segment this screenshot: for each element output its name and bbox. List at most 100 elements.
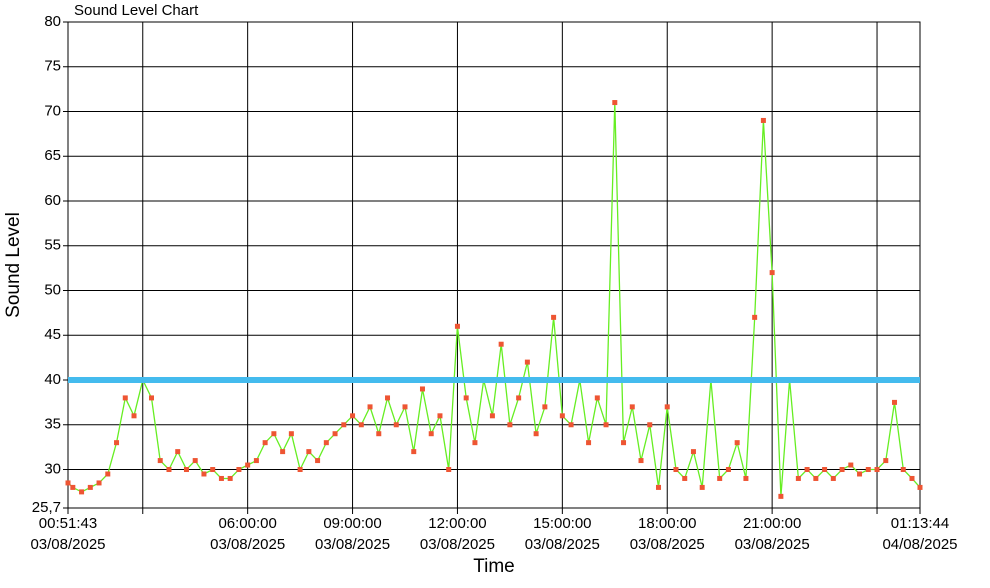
- data-point: [848, 462, 854, 468]
- chart-title: Sound Level Chart: [74, 2, 199, 19]
- data-point: [883, 458, 889, 464]
- data-point: [760, 117, 766, 123]
- data-point: [804, 467, 810, 473]
- data-point: [865, 467, 871, 473]
- data-point: [472, 440, 478, 446]
- x-tick-label: 09:00:00: [323, 515, 381, 532]
- y-tick-label: 60: [44, 192, 61, 209]
- data-point: [533, 431, 539, 437]
- data-point: [65, 480, 71, 486]
- data-point: [892, 399, 898, 405]
- data-point: [96, 480, 102, 486]
- x-tick-label: 03/08/2025: [30, 536, 105, 553]
- data-point: [621, 440, 627, 446]
- x-tick-label: 01:13:44: [891, 515, 949, 532]
- data-point: [778, 493, 784, 499]
- data-point: [699, 484, 705, 490]
- data-point: [734, 440, 740, 446]
- data-point: [516, 395, 522, 401]
- y-tick-label: 75: [44, 58, 61, 75]
- data-point: [874, 467, 880, 473]
- data-point: [524, 359, 530, 365]
- data-point: [559, 413, 565, 419]
- data-point: [358, 422, 364, 428]
- plot-area: [67, 21, 921, 509]
- data-point: [446, 467, 452, 473]
- data-point: [454, 323, 460, 329]
- data-point: [341, 422, 347, 428]
- data-point: [769, 270, 775, 276]
- x-axis-title: Time: [473, 556, 515, 577]
- data-point: [612, 100, 618, 106]
- data-point: [725, 467, 731, 473]
- data-point: [70, 484, 76, 490]
- x-tick-label: 00:51:43: [39, 515, 97, 532]
- data-point: [253, 458, 259, 464]
- data-point: [402, 404, 408, 410]
- data-point: [463, 395, 469, 401]
- data-point: [376, 431, 382, 437]
- data-point: [489, 413, 495, 419]
- x-tick-label: 03/08/2025: [525, 536, 600, 553]
- data-point: [917, 484, 923, 490]
- data-point: [79, 489, 85, 495]
- data-point: [717, 475, 723, 481]
- data-point: [752, 314, 758, 320]
- y-tick-label: 45: [44, 326, 61, 343]
- data-point: [315, 458, 321, 464]
- data-point: [857, 471, 863, 477]
- data-point: [498, 341, 504, 347]
- data-point: [682, 475, 688, 481]
- y-tick-label: 70: [44, 102, 61, 119]
- data-point: [419, 386, 425, 392]
- data-point: [603, 422, 609, 428]
- data-point: [262, 440, 268, 446]
- data-point: [542, 404, 548, 410]
- data-point: [551, 314, 557, 320]
- data-point: [306, 449, 312, 455]
- x-tick-label: 03/08/2025: [210, 536, 285, 553]
- data-point: [647, 422, 653, 428]
- data-point: [673, 467, 679, 473]
- y-tick-label: 65: [44, 147, 61, 164]
- data-point: [393, 422, 399, 428]
- x-tick-label: 21:00:00: [743, 515, 801, 532]
- y-tick-label: 80: [44, 13, 61, 30]
- x-tick-label: 03/08/2025: [630, 536, 705, 553]
- data-point: [227, 475, 233, 481]
- data-point: [148, 395, 154, 401]
- data-point: [87, 484, 93, 490]
- data-point: [218, 475, 224, 481]
- data-point: [114, 440, 120, 446]
- data-point: [385, 395, 391, 401]
- data-point: [586, 440, 592, 446]
- x-tick-label: 12:00:00: [428, 515, 486, 532]
- data-point: [131, 413, 137, 419]
- data-point: [437, 413, 443, 419]
- data-point: [839, 467, 845, 473]
- x-tick-label: 03/08/2025: [420, 536, 495, 553]
- data-point: [122, 395, 128, 401]
- data-point: [664, 404, 670, 410]
- data-point: [690, 449, 696, 455]
- data-point: [280, 449, 286, 455]
- data-point: [271, 431, 277, 437]
- data-point: [367, 404, 373, 410]
- data-point: [105, 471, 111, 477]
- x-tick-label: 15:00:00: [533, 515, 591, 532]
- data-point: [323, 440, 329, 446]
- data-point: [157, 458, 163, 464]
- data-point: [900, 467, 906, 473]
- data-point: [743, 475, 749, 481]
- y-tick-label: 30: [44, 460, 61, 477]
- x-tick-label: 18:00:00: [638, 515, 696, 532]
- y-tick-label: 25,7: [32, 499, 61, 516]
- data-point: [201, 471, 207, 477]
- x-tick-label: 06:00:00: [218, 515, 276, 532]
- data-point: [245, 462, 251, 468]
- x-tick-label: 03/08/2025: [735, 536, 810, 553]
- data-point: [428, 431, 434, 437]
- data-point: [183, 467, 189, 473]
